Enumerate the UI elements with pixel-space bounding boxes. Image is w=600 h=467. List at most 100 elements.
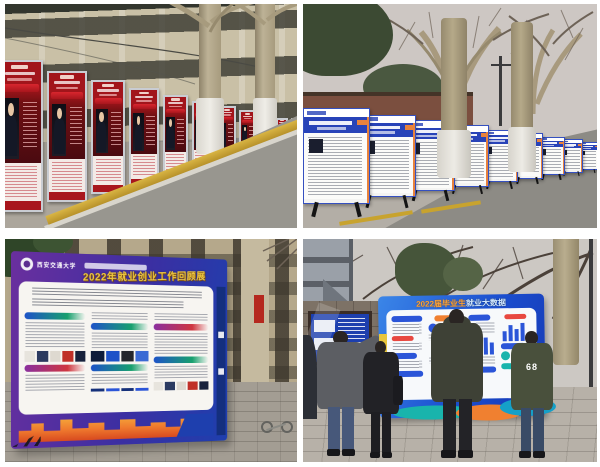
wave-decoration	[380, 396, 557, 422]
board-blue-header	[538, 140, 564, 148]
student-portrait	[242, 124, 248, 146]
board-logo-strip	[579, 142, 597, 146]
board-leg	[311, 201, 319, 218]
photo-poster-boards-trees	[303, 4, 597, 228]
board-leg	[402, 195, 409, 209]
board-corner-tag	[594, 145, 597, 148]
painted-trunk-base	[196, 97, 224, 154]
photo-red-banner-street	[5, 4, 297, 228]
banner-ribbon	[219, 116, 234, 121]
board-logo-strip	[304, 109, 370, 118]
evergreen-tree	[443, 257, 483, 291]
board-orange-stripe	[562, 140, 564, 175]
wall-column	[90, 310, 149, 392]
student-portrait	[166, 116, 175, 150]
board-body-text	[304, 133, 367, 200]
wall-column	[153, 311, 209, 391]
student-portrait	[52, 103, 67, 156]
rollup-banner	[47, 70, 87, 203]
banner-ribbon	[165, 108, 186, 114]
board-leg	[509, 180, 514, 189]
board-leg	[593, 168, 596, 174]
bicycle	[261, 409, 293, 433]
board-orange-stripe	[412, 122, 415, 197]
exhibition-wall: 西安交通大学 2022年就业创业工作回顾展	[11, 251, 228, 449]
student-portrait	[133, 112, 144, 152]
board-leg	[443, 189, 449, 201]
cityscape-blue-wedge	[177, 413, 214, 436]
board-logo-strip	[538, 137, 564, 141]
rollup-banner	[129, 87, 159, 187]
board-blue-header	[304, 117, 370, 134]
banner-side-text	[110, 111, 121, 147]
board-logo-strip	[560, 140, 583, 144]
partial-person	[303, 335, 317, 419]
board-photo-thumb	[581, 151, 585, 156]
board-orange-stripe	[581, 143, 583, 172]
tree-trunk	[169, 4, 255, 154]
banner-description	[5, 162, 41, 202]
infographic-column	[464, 312, 497, 387]
photo-display-wall: 西安交通大学 2022年就业创业工作回顾展	[5, 239, 297, 462]
tree-trunk	[553, 239, 579, 365]
banner-red-header	[5, 62, 41, 163]
red-sign	[254, 295, 264, 323]
banner-side-text	[69, 107, 82, 148]
banner-ribbon	[51, 91, 83, 99]
banner-ribbon	[241, 120, 254, 123]
board-blue-header	[579, 145, 597, 150]
board-body-text	[579, 149, 597, 169]
university-logo	[20, 257, 34, 271]
wall-column	[24, 309, 86, 393]
pole	[589, 239, 593, 389]
banner-red-header	[93, 81, 124, 157]
tree-trunk	[507, 22, 537, 172]
lamp-post	[491, 56, 511, 126]
board-orange-stripe	[486, 131, 488, 186]
banner-ribbon	[94, 98, 122, 105]
banner-side-text	[177, 118, 185, 145]
banner-ribbon	[5, 84, 39, 93]
rollup-banner	[5, 60, 43, 212]
board-orange-stripe	[540, 138, 543, 178]
student-portrait	[5, 98, 19, 159]
board-photo-thumb	[309, 138, 323, 154]
poster-board	[559, 139, 584, 177]
board-corner-tag	[357, 119, 368, 126]
board-blue-header	[359, 122, 415, 137]
board-corner-tag	[536, 139, 542, 142]
infographic-column	[500, 312, 533, 387]
banner-red-header	[164, 96, 187, 152]
intro-paragraph	[32, 287, 202, 300]
board-body-text	[560, 148, 582, 171]
board-leg	[535, 177, 539, 185]
tree-trunk	[437, 18, 471, 178]
banner-side-text	[23, 102, 38, 149]
rollup-banner	[91, 79, 126, 194]
banner-side-text	[146, 115, 155, 146]
board-corner-tag	[404, 124, 414, 130]
board-leg	[577, 171, 580, 177]
wall-right-band	[216, 286, 226, 436]
banner-description	[93, 156, 124, 185]
board-leg	[557, 173, 561, 181]
photo-people-viewing-board: 2022届毕业生就业大数据	[303, 239, 597, 462]
painted-trunk-base	[437, 130, 471, 178]
banner-description	[49, 159, 85, 193]
student-portrait	[95, 108, 108, 154]
infographic-column	[391, 314, 424, 389]
banner-side-text	[248, 126, 253, 143]
bulletin-board	[303, 302, 372, 383]
power-cable	[5, 27, 264, 85]
banner-ribbon	[132, 103, 156, 110]
banner-side-text	[227, 124, 233, 143]
board-leg	[478, 184, 484, 195]
board-blue-header	[560, 143, 583, 149]
board-orange-stripe	[366, 117, 370, 203]
foliage	[33, 239, 73, 255]
twigs	[262, 239, 297, 270]
board-corner-tag	[559, 141, 564, 144]
poster-board	[578, 141, 597, 174]
banner-red-header	[131, 89, 157, 155]
